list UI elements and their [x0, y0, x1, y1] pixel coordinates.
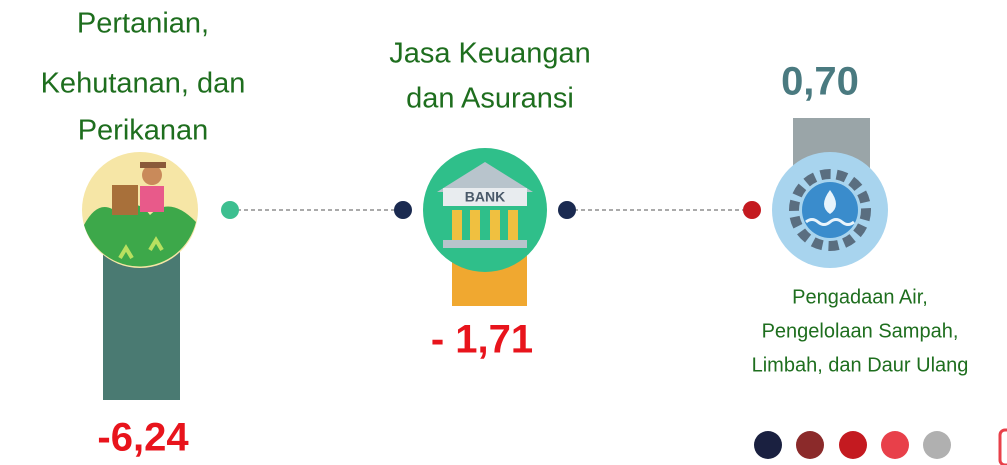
- sector-label: Pengelolaan Sampah,: [762, 320, 959, 342]
- decor-dot: [796, 431, 824, 459]
- connector-dot: [221, 201, 239, 219]
- water-icon: [772, 152, 888, 268]
- sector-value: 0,70: [781, 60, 859, 104]
- bank-icon: [423, 148, 547, 272]
- decor-dot: [839, 431, 867, 459]
- icon-text: BANK: [465, 189, 505, 205]
- sector-label: Perikanan: [78, 115, 209, 147]
- decor-dot: [923, 431, 951, 459]
- sector-label: Limbah, dan Daur Ulang: [752, 354, 969, 376]
- sector-label: Jasa Keuangan: [389, 38, 591, 70]
- sector-value: - 1,71: [431, 318, 533, 362]
- sector-label: Kehutanan, dan: [41, 68, 246, 100]
- sector-label: Pengadaan Air,: [792, 286, 928, 308]
- decor-dot: [754, 431, 782, 459]
- decor-dot: [881, 431, 909, 459]
- sector-value: -6,24: [97, 416, 189, 460]
- connector-dot: [743, 201, 761, 219]
- farmer-icon: [82, 152, 198, 268]
- infographic: Pertanian, Kehutanan, dan Perikanan -6,2…: [0, 0, 1007, 465]
- sector-label: dan Asuransi: [406, 83, 574, 115]
- sector-label: Pertanian,: [77, 8, 209, 40]
- connector-dot: [558, 201, 576, 219]
- connector-dot: [394, 201, 412, 219]
- decor-shape: [1000, 430, 1007, 465]
